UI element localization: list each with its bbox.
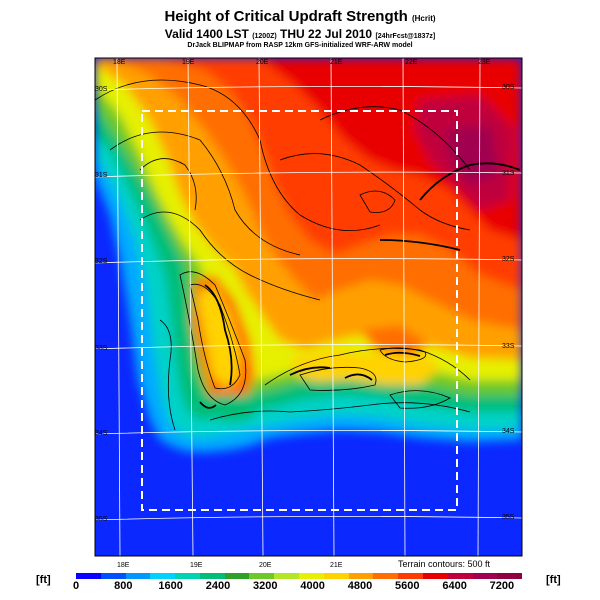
colorbar-swatch — [249, 573, 275, 579]
valid-time: Valid 1400 LST — [164, 27, 249, 41]
colorbar-swatch — [224, 573, 250, 579]
longitude-label-top: 22E — [405, 59, 418, 66]
latitude-label-right: 34S — [502, 428, 515, 435]
geo-labels: 18E 19E 20E 21E 22E 23E 18E 19E 20E 21E 30S 30S 31S 3… — [95, 59, 515, 569]
chart-subtitle: Valid 1400 LST (1200Z) THU 22 Jul 2010 [… — [0, 27, 600, 41]
latlon-grid — [95, 58, 522, 556]
latitude-label-left: 30S — [95, 86, 108, 93]
strength-contours — [199, 162, 521, 409]
colorbar-swatch — [199, 573, 225, 579]
colorbar-label: 4000 — [300, 580, 325, 592]
hcrit-field — [95, 58, 522, 556]
valid-date: THU 22 Jul 2010 — [280, 27, 373, 41]
colorbar-label: 7200 — [489, 580, 515, 592]
mountain-high-core — [198, 288, 240, 388]
longitude-label-top: 18E — [113, 59, 126, 66]
map-frame — [94, 57, 523, 557]
colorbar-swatch — [323, 573, 349, 579]
valid-utc: (1200Z) — [252, 33, 277, 40]
colorbar-swatch — [497, 573, 523, 579]
colorbar-swatch — [447, 573, 473, 579]
latitude-label-right: 35S — [502, 514, 515, 521]
coastal-low-area — [210, 395, 260, 422]
longitude-label-top: 21E — [330, 59, 343, 66]
colorbar-swatch — [299, 573, 324, 579]
model-credit: DrJack BLIPMAP from RASP 12km GFS-initia… — [187, 42, 413, 49]
colorbar-label: 3200 — [253, 580, 278, 592]
colorbar-swatch — [100, 573, 126, 579]
colorbar-swatch — [422, 573, 448, 579]
latitude-label-left: 31S — [95, 172, 108, 179]
colorbar-label: 1600 — [158, 580, 183, 592]
title-unit: (Hcrit) — [411, 14, 436, 23]
colorbar-unit-left: [ft] — [36, 574, 51, 586]
colorbar-label: 0 — [72, 580, 80, 592]
longitude-label-top: 20E — [256, 59, 269, 66]
southern-ridge-core — [360, 325, 430, 355]
colorbar-swatch — [76, 573, 101, 579]
longitude-label-top: 19E — [182, 59, 195, 66]
colorbar-label: 2400 — [205, 580, 231, 592]
colorbar-label: 6400 — [442, 580, 467, 592]
colorbar-swatch — [348, 573, 374, 579]
colorbar-swatch — [274, 573, 300, 579]
colorbar-label: 4800 — [347, 580, 373, 592]
colorbar-swatch — [150, 573, 176, 579]
colorbar-swatch — [398, 573, 423, 579]
latitude-label-right: 32S — [502, 256, 515, 263]
longitude-label-top: 23E — [478, 59, 491, 66]
colorbar-label: 800 — [114, 580, 133, 592]
colorbar-swatch — [373, 573, 399, 579]
colorbar-swatch — [472, 573, 498, 579]
forecast-info: [24hrFcst@1837z] — [375, 33, 436, 40]
colorbar-swatch — [125, 573, 151, 579]
colorbar-unit-right: [ft] — [546, 574, 561, 586]
colorbar-label: 5600 — [395, 580, 420, 592]
latitude-label-right: 30S — [502, 84, 515, 91]
longitude-label-bottom: 19E — [190, 562, 203, 569]
southern-ridge-area — [290, 350, 440, 385]
longitude-label-bottom: 20E — [259, 562, 272, 569]
terrain-note: Terrain contours: 500 ft — [398, 559, 491, 569]
colorbar — [76, 573, 523, 579]
chart-title: Height of Critical Updraft Strength (Hcr… — [164, 8, 436, 25]
latitude-label-right: 33S — [502, 343, 515, 350]
longitude-label-bottom: 18E — [117, 562, 130, 569]
longitude-label-bottom: 21E — [330, 562, 343, 569]
latitude-label-left: 32S — [95, 258, 108, 265]
colorbar-swatch — [175, 573, 200, 579]
domain-boundary — [141, 110, 458, 511]
latitude-label-left: 35S — [95, 516, 108, 523]
latitude-label-right: 31S — [502, 170, 515, 177]
latitude-label-left: 34S — [95, 430, 108, 437]
latitude-label-left: 33S — [95, 345, 108, 352]
